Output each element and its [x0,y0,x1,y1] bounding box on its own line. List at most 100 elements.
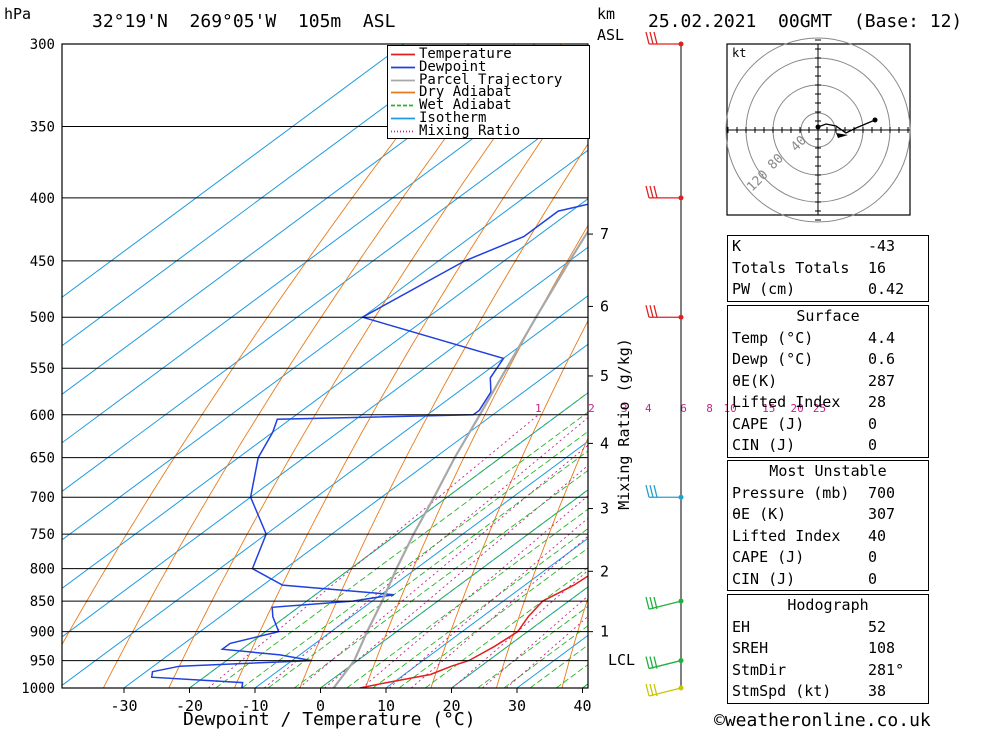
legend-item: Dry Adiabat [388,84,588,101]
mu-cin-label: CIN (J) [732,569,796,588]
dewp-label: Dewp (°C) [732,350,814,368]
pressure-label: 750 [30,527,55,543]
wet-adiabat-line [346,508,588,688]
pressure-label: 300 [30,37,55,53]
wet-adiabat-line [425,566,588,688]
wind-barb-feather [645,485,650,498]
wind-barb-feather [653,185,658,199]
hpa-label: hPa [4,5,32,23]
hodograph-trace [817,119,876,134]
pressure-label: 650 [30,451,55,467]
isotherm-line [62,44,470,347]
km-label: 5 [600,367,609,385]
wet-adiabat-line [294,469,588,688]
wind-barb [645,185,681,199]
mixing-ratio-line [452,569,588,688]
pressure-label: 350 [30,119,55,135]
hodograph-point [815,124,821,130]
legend-label: Wet Adiabat [419,97,512,114]
k-label: K [732,237,742,255]
pressure-label: 950 [30,654,55,670]
cin-value: 0 [868,436,878,454]
copyright[interactable]: ©weatheronline.co.uk [714,710,931,731]
eh-label: EH [732,617,751,636]
mixing-ratio-label: 3 [621,402,628,415]
legend-label: Isotherm [419,110,487,126]
legend-label: Dewpoint [419,58,487,75]
wind-barb [645,305,681,318]
wind-barb-feather [645,31,650,45]
wind-barb-feather [645,305,650,318]
surface-title: Surface [796,307,860,325]
wind-barb-feather [649,485,654,498]
plot-frame [61,43,589,689]
mixing-ratio-title: Mixing Ratio (g/kg) [615,338,633,510]
wet-adiabat-line [451,586,588,688]
legend-label: Temperature [419,46,512,62]
pw-value: 0.42 [868,280,905,298]
pressure-label: 1000 [21,681,55,697]
temp-label: Temp (°C) [732,328,814,347]
wind-barb-feather [645,185,650,199]
wind-barb-staff [648,687,682,697]
stmdir-label: StmDir [732,660,787,679]
wind-barb-feather [645,596,650,610]
wind-barb-feather [649,596,654,610]
mixing-ratio-label: 2 [588,402,595,415]
location-title: 32°19'N 269°05'W 105m ASL [92,11,396,32]
wind-barb [645,485,681,498]
mixing-ratio-line [410,535,588,688]
x-tick-label: -10 [241,697,268,715]
legend-item: Dewpoint [388,58,588,75]
wind-barb-feather [645,656,650,669]
mu-pres-value: 700 [868,483,896,502]
wet-adiabat-line [215,411,588,688]
wind-barb-feather [645,683,650,697]
isotherm-line [62,44,536,395]
li-value: 28 [868,393,887,411]
wind-barb-feather [649,31,654,45]
cape-label: CAPE (J) [732,414,805,433]
dry-adiabat-line [430,319,588,688]
pressure-label: 900 [30,625,55,641]
mu-cape-label: CAPE (J) [732,548,805,566]
stmspd-value: 38 [868,682,887,700]
x-tick-label: 10 [377,697,395,715]
legend-label: Dry Adiabat [419,84,512,101]
km-label: km [597,5,616,23]
legend-item: Mixing Ratio [388,124,588,138]
sreh-label: SREH [732,639,769,657]
mu-li-label: Lifted Index [732,526,841,545]
isotherm-line [62,246,588,638]
x-tick-label: 30 [508,697,526,715]
isotherm-line [254,440,588,688]
mixing-ratio-line [324,464,588,688]
isotherm-line [62,44,405,298]
wet-adiabat-line [477,605,588,688]
wet-adiabat-line [372,527,588,688]
pressure-label: 700 [30,490,55,506]
mixing-ratio-line [389,517,588,688]
pw-label: PW (cm) [732,280,796,298]
index-table: K -43 Totals Totals 16 PW (cm) 0.42 [727,235,929,302]
x-tick-label: 20 [442,697,460,715]
tt-value: 16 [868,258,887,277]
hodograph-unit-label: kt [732,46,746,60]
mu-theta-value: 307 [868,505,896,523]
legend-swatch [391,130,415,133]
pressure-label: 500 [30,310,55,326]
wet-adiabat-line [241,430,588,688]
mu-pres-label: Pressure (mb) [732,483,850,502]
li-label: Lifted Index [732,393,841,411]
wind-barb [645,596,682,610]
isotherm-line [123,343,588,688]
km-label: 2 [600,562,609,580]
legend-swatch [391,79,415,81]
legend-item: Parcel Trajectory [388,73,588,87]
mixing-ratio-label: 1 [535,402,542,415]
tt-label: Totals Totals [732,258,850,277]
x-tick-label: 40 [573,697,591,715]
km-label: 6 [600,297,609,315]
legend-item: Isotherm [388,110,588,126]
parcel-trajectory-series [332,229,588,688]
